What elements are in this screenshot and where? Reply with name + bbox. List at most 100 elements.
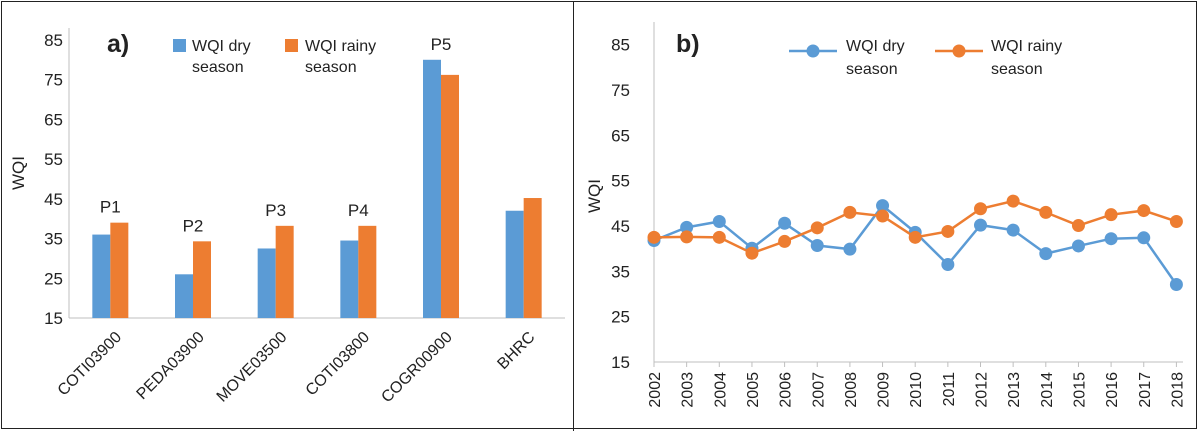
bar-dry-coti03800 xyxy=(340,240,359,318)
point-dry-2009 xyxy=(876,199,890,213)
x-tick-label: 2002 xyxy=(647,372,664,408)
bar-rainy-cogr00900 xyxy=(441,74,459,318)
x-tick-label: 2016 xyxy=(1104,372,1121,408)
y-tick-label: 15 xyxy=(44,309,63,328)
y-tick-label: 35 xyxy=(44,230,63,249)
bar-rainy-peda03900 xyxy=(193,241,211,318)
legend-label: WQI dry xyxy=(192,38,251,55)
bar-dry-cogr00900 xyxy=(423,59,441,318)
x-tick-label: 2008 xyxy=(843,372,860,408)
x-tick-label: 2010 xyxy=(908,372,925,408)
point-rainy-2017 xyxy=(1137,204,1151,218)
point-dry-2007 xyxy=(810,238,824,252)
y-tick-label: 25 xyxy=(44,269,63,288)
point-dry-2013 xyxy=(1006,223,1020,237)
legend-label: season xyxy=(305,59,357,76)
point-label: P4 xyxy=(348,201,369,220)
panel-divider xyxy=(573,1,574,431)
point-rainy-2003 xyxy=(680,230,694,244)
x-tick-label: 2004 xyxy=(712,372,729,408)
x-tick-label: 2003 xyxy=(680,372,697,408)
x-tick-label: 2018 xyxy=(1169,372,1186,408)
point-dry-2003 xyxy=(680,220,694,234)
panel-a-bar-chart: 15 25 35 45 55 65 75 85 WQI a) P1 COTI03900 P2 PEDA03… xyxy=(9,28,565,406)
y-tick-label: 25 xyxy=(611,308,630,327)
point-rainy-2004 xyxy=(712,230,726,244)
bar-rainy-move03500 xyxy=(275,225,294,318)
y-axis-title: WQI xyxy=(585,179,604,213)
point-dry-2014 xyxy=(1039,247,1053,261)
legend-label: season xyxy=(192,59,244,76)
y-tick-label: 75 xyxy=(44,71,63,90)
x-tick-label: 2017 xyxy=(1137,372,1154,408)
panel-label: b) xyxy=(676,30,700,58)
legend-label: WQI rainy xyxy=(305,38,376,55)
point-rainy-2012 xyxy=(974,202,987,216)
y-tick-label: 75 xyxy=(611,81,630,100)
point-rainy-2015 xyxy=(1071,219,1085,233)
panel-label: a) xyxy=(107,30,129,58)
bar-rainy-coti03900 xyxy=(110,222,129,318)
x-tick-label: PEDA03900 xyxy=(134,329,208,403)
x-tick-label: 2015 xyxy=(1071,372,1088,408)
point-rainy-2018 xyxy=(1169,214,1183,228)
point-dry-2018 xyxy=(1169,277,1183,291)
legend-swatch-rainy xyxy=(285,39,298,52)
point-rainy-2016 xyxy=(1104,208,1118,222)
y-tick-label: 45 xyxy=(44,190,63,209)
point-label: P1 xyxy=(100,198,121,217)
panel-b-line-chart: 15 25 35 45 55 65 75 85 WQI b) 2002 2003 2004 2005 200… xyxy=(585,22,1186,408)
x-tick-label: 2013 xyxy=(1006,372,1023,408)
x-tick-label: 2005 xyxy=(745,372,762,408)
bar-dry-bhrc xyxy=(505,210,524,318)
legend-label: season xyxy=(846,61,898,78)
x-tick-label: 2014 xyxy=(1039,372,1056,408)
bar-rainy-bhrc xyxy=(523,198,542,318)
x-tick-label: 2011 xyxy=(941,372,958,407)
x-tick-label: 2006 xyxy=(778,372,795,408)
point-dry-2004 xyxy=(712,214,726,228)
y-tick-label: 55 xyxy=(611,172,630,191)
point-rainy-2014 xyxy=(1039,205,1053,219)
point-dry-2006 xyxy=(778,216,792,230)
legend-marker-rainy xyxy=(952,44,966,58)
point-label: P5 xyxy=(431,35,452,54)
point-label: P2 xyxy=(183,216,204,235)
legend-label: WQI rainy xyxy=(991,38,1062,55)
point-dry-2017 xyxy=(1137,231,1151,245)
point-label: P3 xyxy=(265,201,286,220)
y-tick-label: 85 xyxy=(44,31,63,50)
y-tick-label: 85 xyxy=(611,36,630,55)
point-dry-2012 xyxy=(974,218,987,232)
legend-swatch-dry xyxy=(173,39,186,52)
point-rainy-2007 xyxy=(810,221,824,235)
x-tick-label: BHRC xyxy=(494,329,538,373)
y-axis-title: WQI xyxy=(9,156,28,190)
x-tick-label: 2012 xyxy=(974,372,991,408)
point-rainy-2002 xyxy=(647,230,661,244)
legend-label: season xyxy=(991,61,1043,78)
point-dry-2008 xyxy=(843,242,857,256)
x-tick-label: COGR00900 xyxy=(378,329,455,406)
legend-marker-dry xyxy=(806,44,820,58)
point-dry-2016 xyxy=(1104,232,1118,246)
y-tick-label: 35 xyxy=(611,262,630,281)
y-tick-label: 55 xyxy=(44,150,63,169)
point-dry-2011 xyxy=(941,258,955,272)
legend-label: WQI dry xyxy=(846,38,905,55)
point-rainy-2009 xyxy=(876,209,890,223)
point-rainy-2011 xyxy=(941,224,955,238)
point-rainy-2006 xyxy=(778,234,792,248)
y-tick-label: 45 xyxy=(611,217,630,236)
point-rainy-2010 xyxy=(908,230,922,244)
y-tick-label: 65 xyxy=(611,126,630,145)
y-tick-label: 65 xyxy=(44,110,63,129)
x-tick-label: 2007 xyxy=(810,372,827,408)
point-rainy-2008 xyxy=(843,205,857,219)
point-rainy-2005 xyxy=(745,246,759,260)
point-dry-2015 xyxy=(1071,239,1085,253)
x-tick-label: COTI03800 xyxy=(303,329,374,400)
x-tick-label: COTI03900 xyxy=(55,329,126,400)
